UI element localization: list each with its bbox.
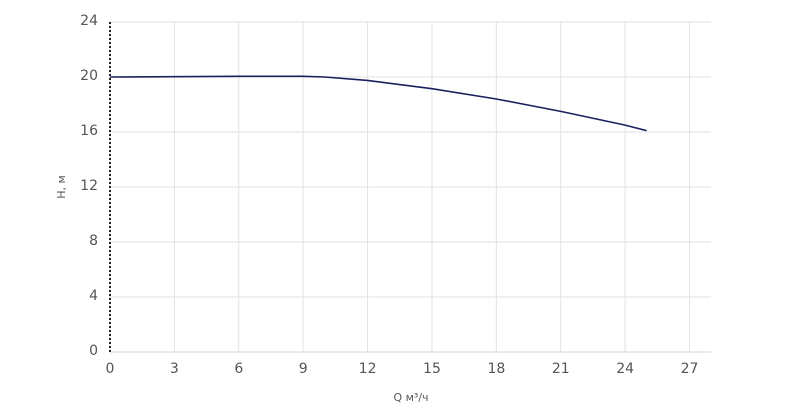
x-tick-label: 12 xyxy=(359,361,377,377)
x-tick-label: 15 xyxy=(423,361,441,377)
x-tick-label: 27 xyxy=(681,361,699,377)
x-tick-label: 6 xyxy=(234,361,243,377)
x-tick-label: 24 xyxy=(616,361,634,377)
x-tick-label: 18 xyxy=(487,361,505,377)
curve xyxy=(109,75,647,132)
y-tick-label: 20 xyxy=(80,68,98,84)
x-tick-label: 0 xyxy=(106,361,115,377)
y-axis-label: H, м xyxy=(55,175,68,199)
y-tick-label: 16 xyxy=(80,123,98,139)
x-tick-label: 21 xyxy=(552,361,570,377)
x-axis-label: Q м³/ч xyxy=(393,391,428,404)
y-tick-label: 24 xyxy=(80,13,98,29)
y-tick-label: 8 xyxy=(89,233,98,249)
x-tick-label: 9 xyxy=(299,361,308,377)
y-tick-label: 12 xyxy=(80,178,98,194)
y-tick-label: 0 xyxy=(89,343,98,359)
x-tick-label: 3 xyxy=(170,361,179,377)
y-tick-label: 4 xyxy=(89,288,98,304)
